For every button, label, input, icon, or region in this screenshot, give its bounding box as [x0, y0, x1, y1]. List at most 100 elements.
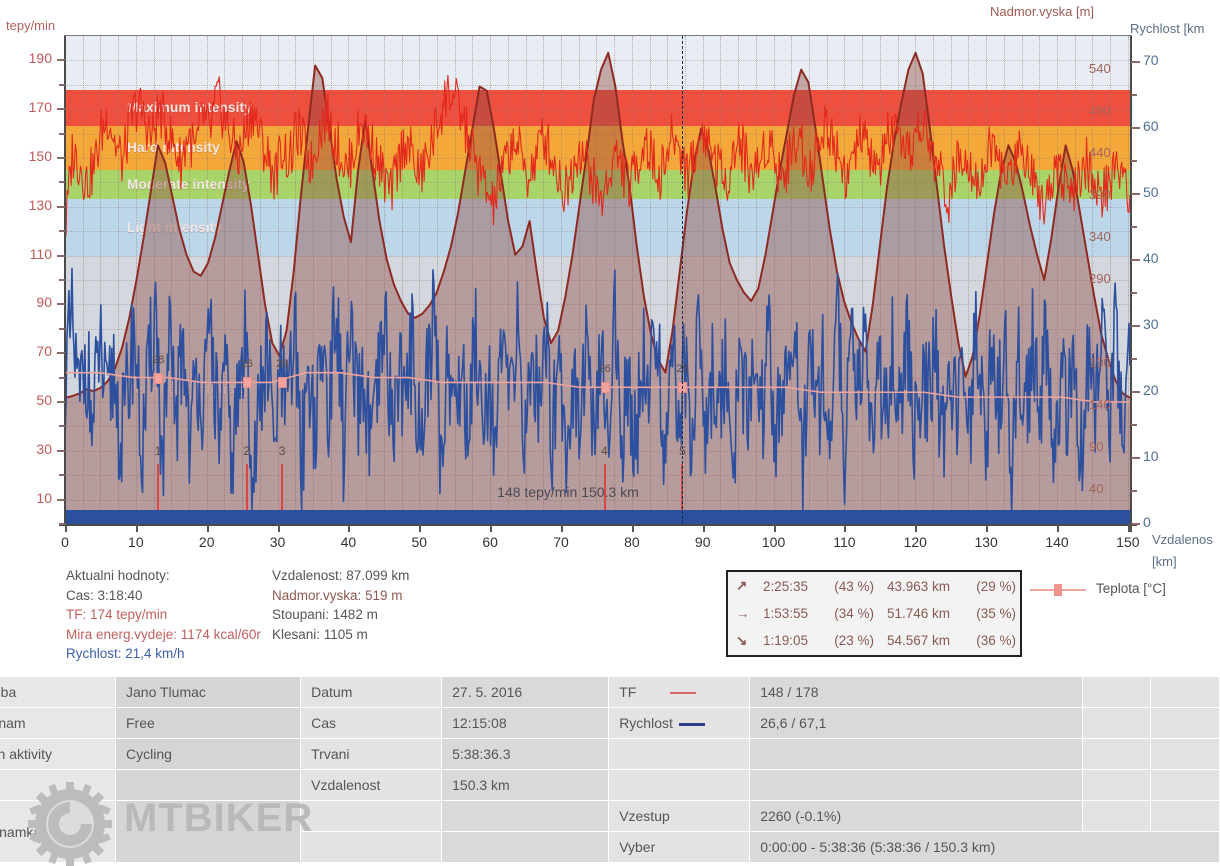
- axis-tick-label: 0: [1143, 514, 1151, 530]
- lap-marker-label: 2: [243, 444, 251, 458]
- axis-tick: [844, 524, 847, 532]
- axis-tick-label: 90: [36, 294, 52, 311]
- axis-tick-label: 390: [1089, 186, 1111, 202]
- gradient-time: 1:53:55: [762, 605, 808, 621]
- right-axis-line: [1130, 36, 1132, 526]
- current-speed: Rychlost: 21,4 km/h: [66, 646, 185, 661]
- info-value-person: [114, 769, 302, 801]
- info-blank-4: [441, 800, 610, 832]
- info-blank-2: [1150, 769, 1220, 801]
- grid-line-v: [100, 36, 102, 524]
- info-value-ascent: 2260 (-0.1%): [749, 800, 1083, 832]
- current-values-col-left: Aktualni hodnoty: Cas: 3:18:40 TF: 174 t…: [66, 566, 276, 664]
- info-key-person: Druh aktivity: [0, 738, 116, 770]
- axis-tick-label: 60: [1143, 118, 1159, 135]
- series-paths: [65, 51, 1130, 524]
- gradient-distance-pct: (35 %): [976, 605, 1016, 621]
- zone-label-2: Moderate intensity: [127, 176, 250, 192]
- temperature-point-label: 26: [240, 358, 253, 371]
- axis-tick-label: 10: [36, 489, 52, 506]
- hr-axis-title: tepy/min: [6, 18, 56, 33]
- grid-line-v: [702, 36, 704, 524]
- gradient-distance-pct: (36 %): [976, 633, 1016, 649]
- axis-tick-label: 20: [1143, 382, 1159, 399]
- x-axis-line: [59, 524, 1137, 526]
- gradient-legend-row: ↘ 1:19:05 (23 %) 54.567 km (36 %): [728, 627, 1020, 655]
- axis-tick-label: 50: [1143, 184, 1159, 201]
- axis-tick: [915, 524, 918, 532]
- altitude-line: [65, 51, 1130, 399]
- gradient-time-pct: (34 %): [834, 605, 874, 621]
- current-hr: TF: 174 tepy/min: [66, 607, 168, 622]
- grid-line-v: [1074, 36, 1076, 524]
- grid-line-v: [348, 36, 350, 524]
- axis-tick: [1057, 524, 1060, 532]
- speed-axis-title: Rychlost [km: [1130, 21, 1205, 36]
- axis-tick: [57, 157, 65, 159]
- grid-line-v: [224, 36, 226, 524]
- info-key-date: Vzdalenost: [300, 769, 443, 801]
- axis-tick-label: 40: [340, 534, 357, 550]
- grid-line-v: [879, 36, 881, 524]
- axis-tick: [57, 205, 65, 208]
- info-value-date: 5:38:36.3: [441, 738, 610, 770]
- gradient-distance-pct: (29 %): [976, 578, 1016, 594]
- grid-line-v: [773, 36, 775, 524]
- grid-line-h: [65, 206, 1130, 208]
- current-values-heading: Aktualni hodnoty:: [66, 568, 170, 583]
- info-blank-8: [441, 831, 610, 863]
- plot-area[interactable]: Maximum intensity Hard intensity Moderate …: [65, 36, 1130, 524]
- info-key-metric: [608, 738, 751, 770]
- gradient-legend: ↗ 2:25:35 (43 %) 43.963 km (29 %) → 1:53:55 (34…: [726, 570, 1022, 657]
- lap-marker-label: 3: [278, 444, 286, 458]
- axis-tick-label: 50: [36, 392, 52, 408]
- gradient-time: 1:19:05: [762, 633, 808, 649]
- info-value-metric: 148 / 178: [749, 676, 1083, 708]
- info-key-note: Poznamka: [0, 800, 116, 863]
- table-row: Vzdalenost 150.3 km: [0, 769, 1220, 801]
- axis-tick: [1131, 127, 1140, 130]
- grid-line-v: [738, 36, 740, 524]
- grid-line-h: [65, 133, 1130, 135]
- zone-label-1: Hard intensity: [127, 140, 220, 156]
- grid-line-v: [1110, 36, 1112, 524]
- info-key-person: Zaznam: [0, 707, 116, 739]
- axis-tick-label: 60: [482, 534, 498, 550]
- lap-marker-label: 4: [601, 444, 608, 458]
- cursor-readout: 148 tepy/min 150.3 km: [497, 484, 639, 500]
- grid-line-v: [242, 36, 244, 524]
- axis-tick: [59, 523, 65, 525]
- axis-tick-label: 110: [29, 245, 52, 262]
- axis-tick: [1131, 292, 1137, 295]
- grid-line-v: [667, 36, 669, 524]
- axis-tick-label: 100: [761, 534, 786, 550]
- axis-tick-label: 290: [1089, 271, 1111, 286]
- gradient-distance: 51.746 km: [886, 605, 950, 621]
- grid-line-v: [1039, 36, 1041, 524]
- info-key-date: Cas: [300, 707, 443, 739]
- info-key-metric: [608, 769, 751, 801]
- grid-line-v: [685, 36, 686, 524]
- arrow-down-right-icon: ↘: [736, 632, 748, 648]
- axis-tick: [986, 524, 989, 532]
- hr-color-swatch: [670, 692, 697, 695]
- axis-tick: [57, 254, 65, 257]
- axis-tick-label: 80: [624, 534, 640, 550]
- grid-line-v: [844, 36, 846, 524]
- axis-tick: [59, 376, 65, 379]
- axis-tick: [57, 108, 65, 111]
- grid-line-v: [1127, 36, 1129, 524]
- grid-line-h: [65, 450, 1130, 452]
- temperature-point-label: 28: [152, 353, 165, 366]
- grid-line-v: [986, 36, 988, 524]
- gradient-distance: 43.963 km: [886, 578, 950, 594]
- axis-tick-label: 150: [1116, 534, 1140, 550]
- grid-line-v: [313, 36, 314, 524]
- temperature-point: [278, 377, 288, 389]
- axis-tick-label: 30: [1143, 316, 1159, 333]
- info-value-date: 12:15:08: [441, 707, 610, 739]
- info-value-metric: 26,6 / 67,1: [749, 707, 1083, 739]
- gradient-time-pct: (23 %): [834, 633, 874, 649]
